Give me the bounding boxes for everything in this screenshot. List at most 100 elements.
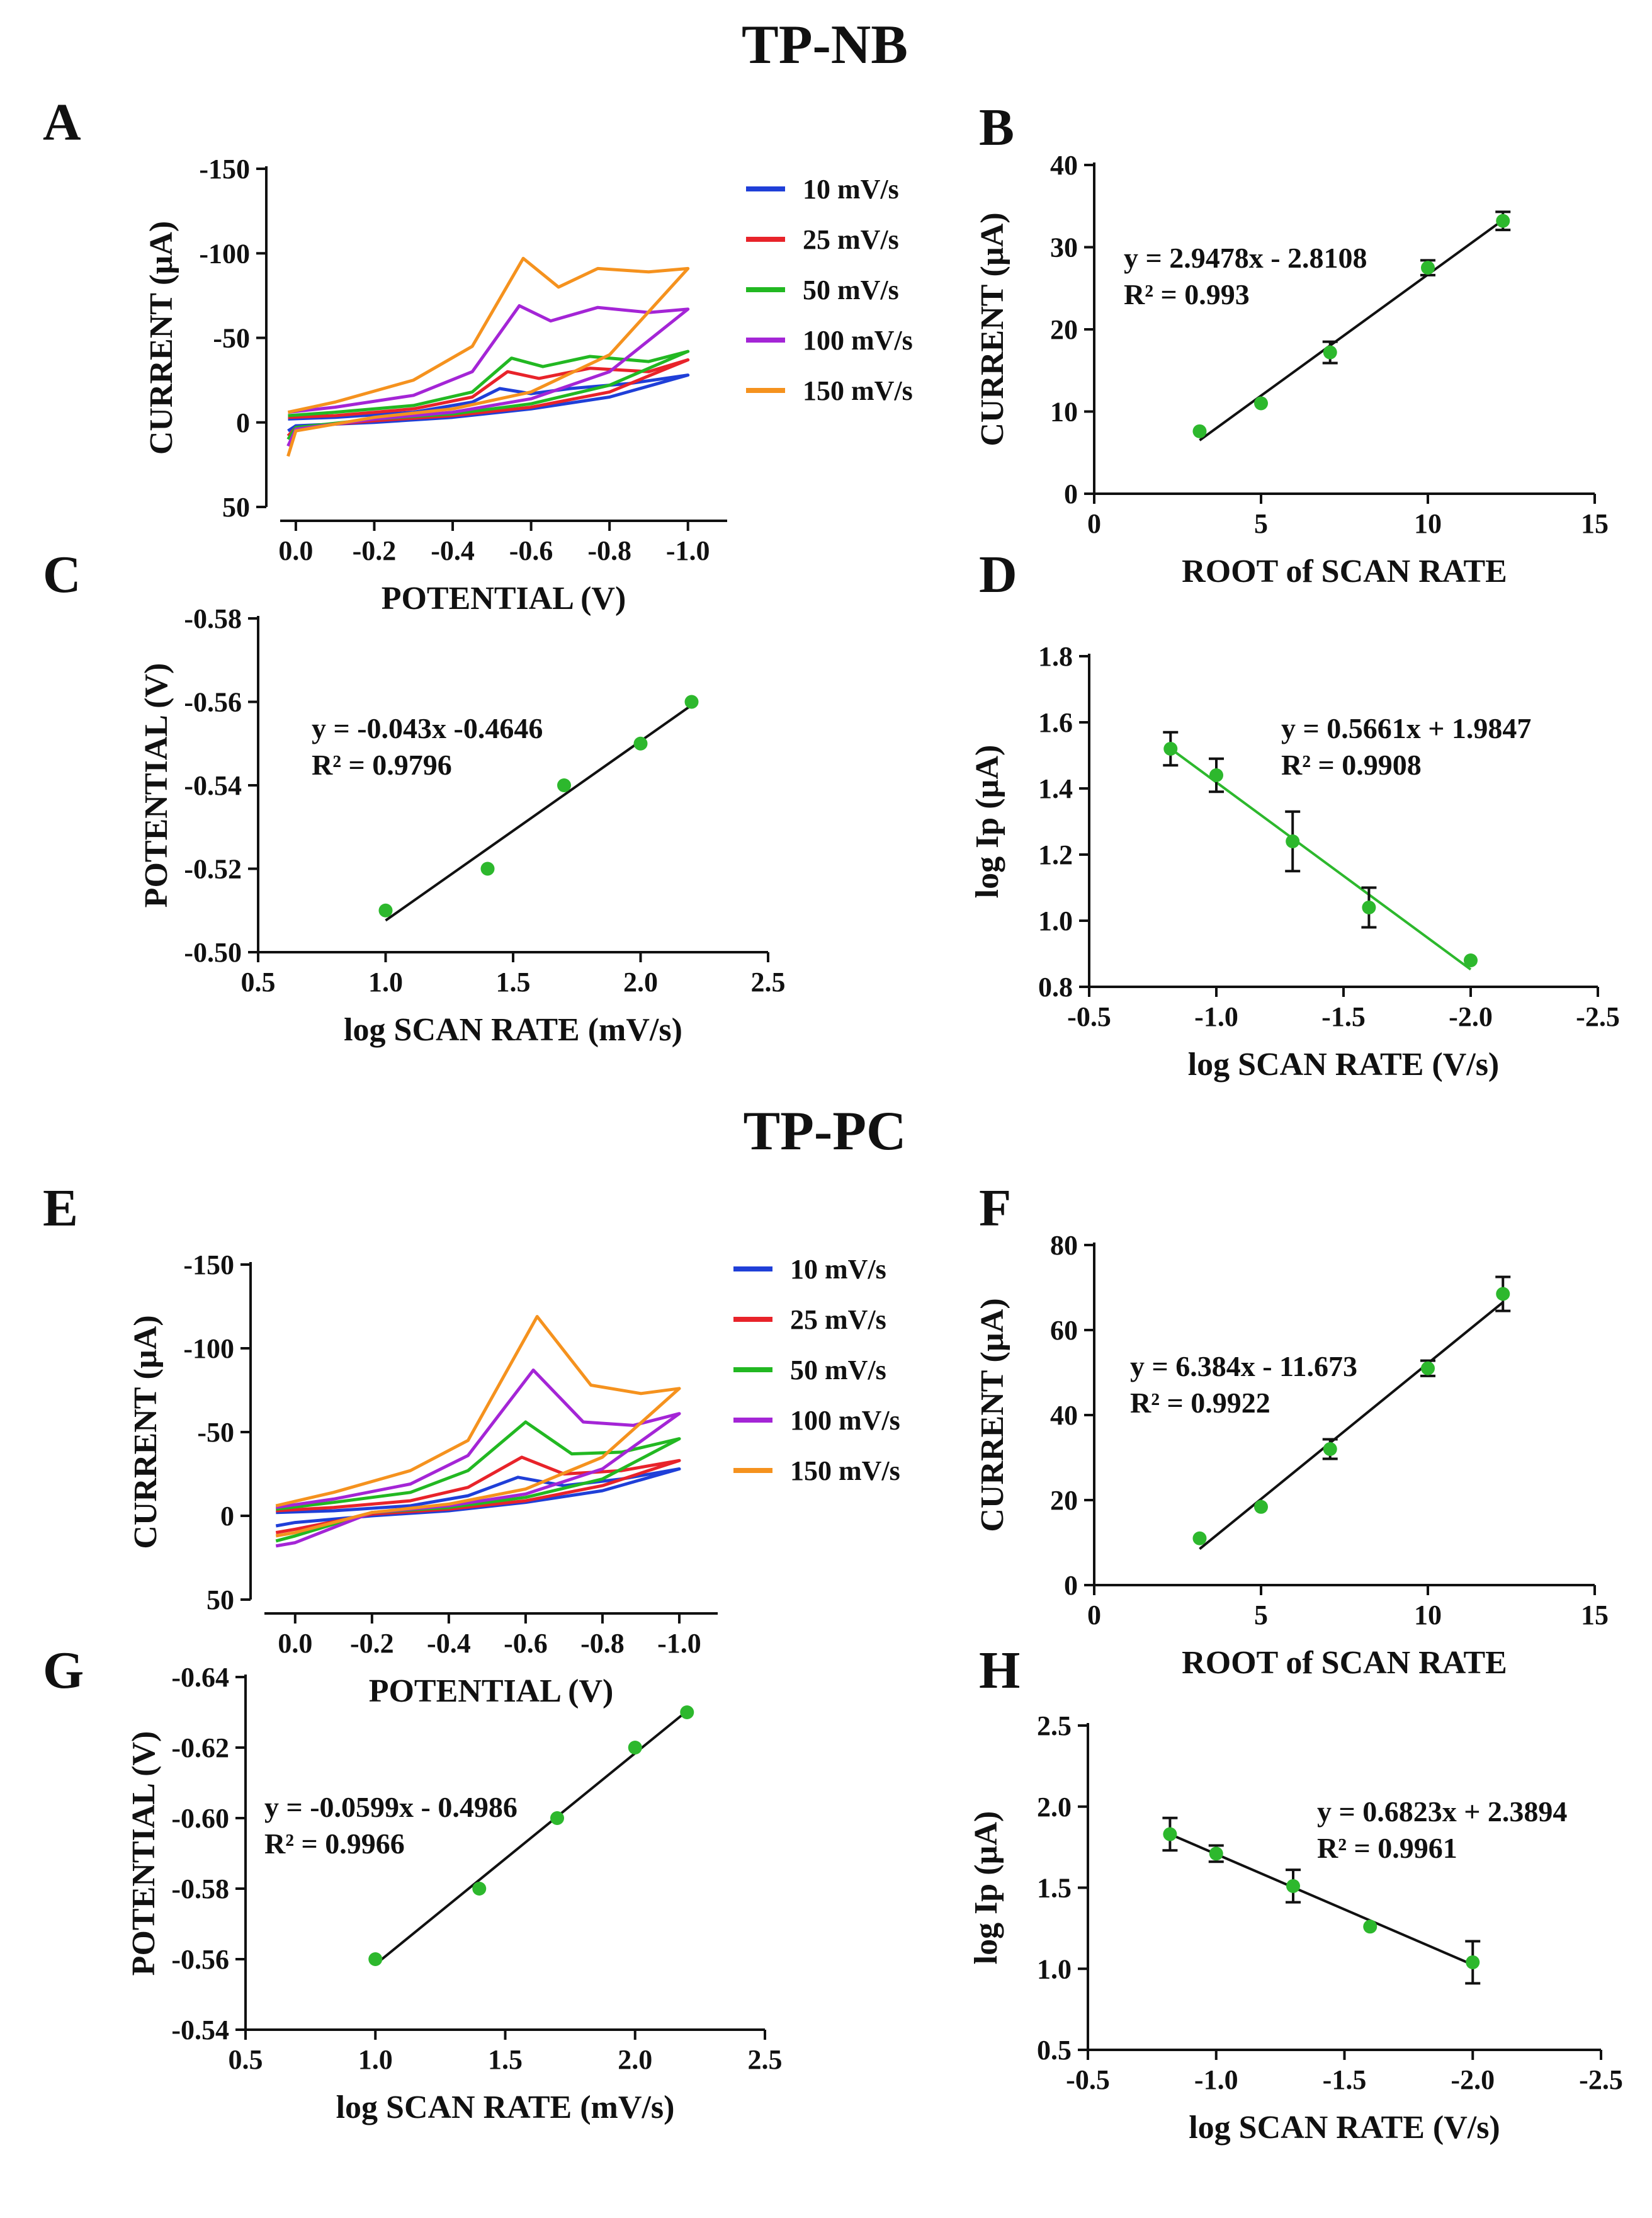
r-squared-d: R² = 0.9908 bbox=[1281, 749, 1422, 781]
data-point-c-1 bbox=[378, 903, 393, 918]
panel-label-g: G bbox=[43, 1641, 84, 1700]
x-tick-label-e: -0.2 bbox=[350, 1628, 394, 1659]
panel-label-c: C bbox=[43, 545, 81, 604]
data-point-h-5 bbox=[1466, 1955, 1480, 1969]
equation-c: y = -0.043x -0.4646 bbox=[312, 712, 543, 744]
x-axis-title-d: log SCAN RATE (V/s) bbox=[1188, 1047, 1500, 1083]
x-tick-label-a: -0.8 bbox=[587, 535, 631, 566]
data-point-c-3 bbox=[557, 778, 571, 792]
y-tick-label-c: -0.56 bbox=[184, 687, 242, 718]
y-tick-label-a: -100 bbox=[199, 238, 250, 269]
x-axis-title-a: POTENTIAL (V) bbox=[382, 581, 626, 617]
legend-label-e-4: 100 mV/s bbox=[790, 1405, 900, 1436]
legend-label-a-1: 10 mV/s bbox=[803, 174, 899, 205]
y-tick-label-d: 1.6 bbox=[1038, 707, 1073, 738]
x-tick-label-f: 10 bbox=[1414, 1600, 1442, 1630]
legend-label-e-1: 10 mV/s bbox=[790, 1254, 886, 1285]
y-tick-label-a: -150 bbox=[199, 154, 250, 185]
y-tick-label-a: -50 bbox=[213, 323, 250, 354]
y-tick-label-f: 20 bbox=[1050, 1485, 1078, 1516]
x-tick-label-e: -1.0 bbox=[657, 1628, 701, 1659]
x-tick-label-h: -1.5 bbox=[1323, 2064, 1367, 2095]
data-point-h-3 bbox=[1286, 1879, 1300, 1893]
equation-f: y = 6.384x - 11.673 bbox=[1130, 1350, 1357, 1382]
data-point-c-2 bbox=[480, 862, 495, 876]
data-point-c-4 bbox=[633, 736, 648, 751]
x-axis-title-b: ROOT of SCAN RATE bbox=[1182, 554, 1507, 589]
data-point-b-2 bbox=[1254, 396, 1268, 411]
y-tick-label-c: -0.52 bbox=[184, 854, 242, 885]
cv-curve-e-1 bbox=[275, 1467, 681, 1528]
x-tick-label-e: 0.0 bbox=[278, 1628, 312, 1659]
y-axis-title-e: CURRENT (µA) bbox=[128, 1315, 164, 1549]
y-axis-title-g: POTENTIAL (V) bbox=[126, 1731, 162, 1976]
x-tick-label-a: -0.4 bbox=[431, 535, 475, 566]
y-tick-label-h: 2.0 bbox=[1037, 1792, 1072, 1823]
x-tick-label-a: -0.6 bbox=[509, 535, 553, 566]
x-axis-title-f: ROOT of SCAN RATE bbox=[1182, 1645, 1507, 1681]
data-point-h-4 bbox=[1363, 1919, 1378, 1934]
legend-label-a-4: 100 mV/s bbox=[803, 325, 913, 356]
legend-label-e-2: 25 mV/s bbox=[790, 1304, 886, 1335]
y-tick-label-g: -0.54 bbox=[171, 2015, 229, 2045]
r-squared-f: R² = 0.9922 bbox=[1130, 1387, 1270, 1419]
data-point-f-3 bbox=[1323, 1442, 1337, 1456]
y-tick-label-h: 2.5 bbox=[1037, 1710, 1072, 1741]
fit-line-b bbox=[1199, 219, 1504, 441]
x-tick-label-a: -1.0 bbox=[666, 535, 710, 566]
y-tick-label-c: -0.54 bbox=[184, 770, 242, 801]
x-axis-title-g: log SCAN RATE (mV/s) bbox=[336, 2090, 675, 2125]
y-axis-title-f: CURRENT (µA) bbox=[975, 1298, 1010, 1532]
x-tick-label-c: 1.0 bbox=[368, 967, 403, 998]
x-axis-title-h: log SCAN RATE (V/s) bbox=[1189, 2110, 1500, 2146]
data-point-h-1 bbox=[1163, 1827, 1177, 1841]
y-tick-label-e: -100 bbox=[183, 1333, 234, 1364]
y-tick-label-e: 0 bbox=[220, 1501, 234, 1532]
x-axis-title-c: log SCAN RATE (mV/s) bbox=[344, 1012, 682, 1048]
y-axis-title-c: POTENTIAL (V) bbox=[139, 663, 174, 908]
x-tick-label-e: -0.8 bbox=[580, 1628, 625, 1659]
y-tick-label-h: 1.0 bbox=[1037, 1954, 1072, 1984]
x-tick-label-d: -1.0 bbox=[1194, 1001, 1238, 1032]
cv-curve-e-5 bbox=[275, 1315, 681, 1538]
data-point-f-1 bbox=[1192, 1531, 1207, 1545]
x-tick-label-h: -0.5 bbox=[1066, 2064, 1110, 2095]
y-tick-label-c: -0.58 bbox=[184, 603, 242, 634]
equation-d: y = 0.5661x + 1.9847 bbox=[1281, 712, 1531, 744]
data-point-g-1 bbox=[368, 1952, 383, 1966]
y-tick-label-a: 0 bbox=[236, 407, 250, 438]
y-axis-title-d: log Ip (µA) bbox=[970, 745, 1005, 899]
y-tick-label-f: 0 bbox=[1064, 1570, 1078, 1601]
heading-tp-pc: TP-PC bbox=[743, 1101, 906, 1162]
fit-line-d bbox=[1170, 748, 1472, 971]
x-tick-label-d: -0.5 bbox=[1067, 1001, 1111, 1032]
legend-label-e-5: 150 mV/s bbox=[790, 1455, 900, 1486]
panels: A0.0 -0.2 -0.4 -0.6 -0.8 -1.0500-50-100-150PO… bbox=[43, 93, 1623, 2146]
y-tick-label-b: 10 bbox=[1050, 397, 1078, 428]
y-tick-label-g: -0.56 bbox=[171, 1944, 229, 1975]
legend-label-a-2: 25 mV/s bbox=[803, 224, 899, 255]
r-squared-b: R² = 0.993 bbox=[1124, 278, 1250, 310]
data-point-g-4 bbox=[628, 1741, 642, 1754]
panel-label-d: D bbox=[979, 545, 1017, 604]
y-tick-label-e: -50 bbox=[197, 1417, 234, 1448]
y-tick-label-e: 50 bbox=[206, 1584, 234, 1615]
cv-curve-e-2 bbox=[275, 1455, 681, 1535]
y-tick-label-g: -0.62 bbox=[171, 1732, 229, 1763]
y-tick-label-h: 0.5 bbox=[1037, 2035, 1072, 2066]
data-point-f-2 bbox=[1254, 1499, 1268, 1514]
data-point-b-5 bbox=[1496, 213, 1510, 228]
equation-b: y = 2.9478x - 2.8108 bbox=[1124, 242, 1367, 274]
x-tick-label-d: -1.5 bbox=[1321, 1001, 1366, 1032]
data-point-f-4 bbox=[1421, 1361, 1435, 1375]
y-tick-label-f: 40 bbox=[1050, 1400, 1078, 1431]
y-tick-label-c: -0.50 bbox=[184, 937, 242, 968]
x-tick-label-f: 0 bbox=[1087, 1600, 1101, 1630]
y-tick-label-d: 1.2 bbox=[1038, 839, 1073, 870]
y-tick-label-g: -0.60 bbox=[171, 1803, 229, 1834]
y-tick-label-d: 1.8 bbox=[1038, 641, 1073, 672]
x-tick-label-d: -2.5 bbox=[1576, 1001, 1620, 1032]
x-tick-label-b: 10 bbox=[1414, 508, 1442, 539]
y-tick-label-a: 50 bbox=[222, 492, 250, 523]
legend-label-a-3: 50 mV/s bbox=[803, 275, 899, 305]
